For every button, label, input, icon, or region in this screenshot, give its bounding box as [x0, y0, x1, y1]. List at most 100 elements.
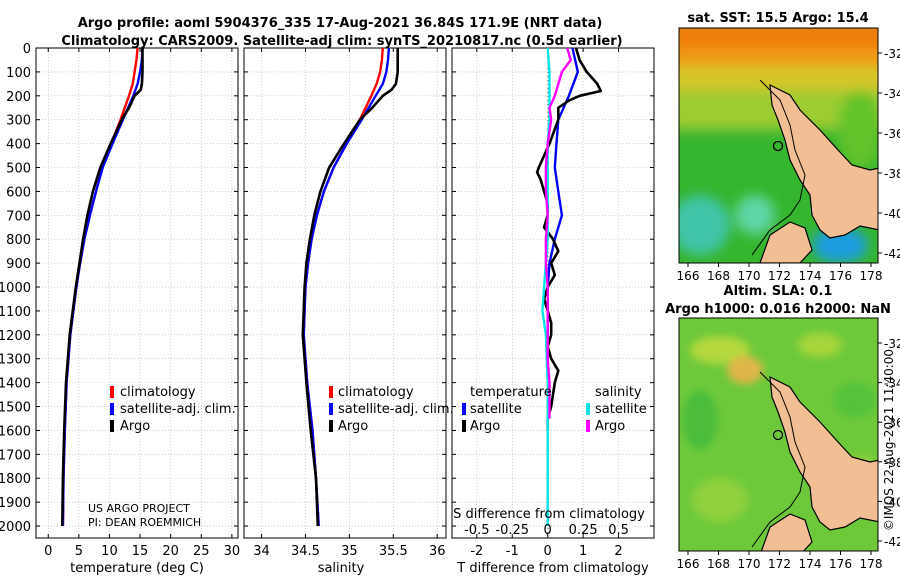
- legend-label-climatology: climatology: [338, 385, 414, 400]
- depth-tick-label: 1100: [0, 305, 31, 320]
- sla-map-frame: [678, 317, 879, 552]
- depth-tick-label: 400: [6, 138, 31, 153]
- sst-warm-core: [679, 28, 878, 48]
- sst-transition-band: [679, 66, 878, 92]
- profile-legend-2: climatology satellite-adj. clim. Argo: [329, 385, 454, 434]
- lon-tick-label: 176: [829, 269, 852, 283]
- legend-label-t-satellite: satellite: [470, 402, 522, 417]
- lon-tick-label: 170: [738, 557, 761, 571]
- lat-tick-label: -36: [884, 127, 900, 141]
- sst-map-frame: [678, 27, 879, 264]
- depth-tick-label: 0: [23, 42, 31, 57]
- depth-tick-label: 1200: [0, 329, 31, 344]
- depth-tick-label: 100: [6, 66, 31, 81]
- difference-x-tick-labels: -2 -1 0 1 2: [470, 544, 622, 559]
- sla-south-island: [760, 513, 813, 551]
- lon-tick-label: 172: [768, 269, 791, 283]
- lon-tick-label: 178: [860, 557, 883, 571]
- x-tick-label: 10: [101, 544, 118, 559]
- legend-label-satellite: satellite-adj. clim.: [338, 402, 454, 417]
- legend-swatch-s-argo: [586, 420, 590, 432]
- depth-tick-label: 1400: [0, 377, 31, 392]
- depth-tick-label: 800: [6, 233, 31, 248]
- legend-heading-salinity: salinity: [595, 385, 642, 400]
- sst-map: [679, 28, 878, 263]
- legend-swatch-satellite: [329, 403, 333, 415]
- sla-map-title-1: Altim. SLA: 0.1: [724, 284, 833, 299]
- temperature-panel: 0100200300400500600700800900100011001200…: [0, 42, 240, 576]
- series-line-temperature-argo: [535, 48, 603, 431]
- series-line-salinity-argo: [544, 48, 572, 419]
- sst-cyan-patch-1: [679, 195, 730, 255]
- difference-axes-frame: [451, 47, 655, 539]
- x-tick-label: 0: [544, 544, 552, 559]
- argo-position-marker: [772, 429, 784, 441]
- lat-tick-label: -36: [884, 416, 900, 430]
- sla-bathymetry-contour: [751, 371, 806, 548]
- argo-position-marker: [772, 140, 784, 152]
- lon-tick-label: 168: [707, 557, 730, 571]
- lat-tick-label: -34: [884, 87, 900, 101]
- depth-tick-label: 200: [6, 90, 31, 105]
- legend-swatch-climatology: [110, 386, 114, 398]
- lat-tick-label: -40: [884, 495, 900, 509]
- x-tick-label: 5: [75, 544, 83, 559]
- sla-map-title-2: Argo h1000: 0.016 h2000: NaN: [665, 302, 891, 317]
- sla-north-island: [769, 375, 878, 531]
- depth-tick-label: 700: [6, 209, 31, 224]
- s-tick-label: -0.5: [464, 523, 489, 538]
- sla-mid-patch: [692, 478, 748, 522]
- lon-tick-label: 174: [799, 269, 822, 283]
- depth-tick-label: 2000: [0, 520, 31, 535]
- title-line-2: Climatology: CARS2009. Satellite-adj cli…: [61, 34, 622, 49]
- difference-lines: [535, 48, 603, 526]
- x-tick-label: 36: [429, 544, 446, 559]
- sst-south-island: [759, 221, 813, 263]
- lat-tick-label: -38: [884, 167, 900, 181]
- credit-pi: PI: DEAN ROEMMICH: [88, 516, 201, 529]
- depth-tick-label: 1800: [0, 472, 31, 487]
- legend-label-s-satellite: satellite: [595, 402, 647, 417]
- depth-tick-label: 500: [6, 162, 31, 177]
- s-tick-label: 0.25: [569, 523, 598, 538]
- sst-green-patch: [838, 90, 878, 170]
- legend-swatch-argo: [329, 420, 333, 432]
- x-tick-label: -1: [506, 544, 519, 559]
- sst-cyan-patch-2: [735, 195, 775, 235]
- lon-tick-label: 166: [677, 269, 700, 283]
- x-tick-label: 30: [224, 544, 241, 559]
- salinity-x-tick-labels: 34 34.5 35 35.5 36: [253, 544, 445, 559]
- legend-swatch-climatology: [329, 386, 333, 398]
- sst-map-title: sat. SST: 15.5 Argo: 15.4: [687, 11, 868, 26]
- s-tick-label: 0: [544, 523, 552, 538]
- legend-swatch-s-satellite: [586, 403, 590, 415]
- series-line-argo: [301, 48, 400, 527]
- lon-tick-label: 178: [860, 269, 883, 283]
- sst-lat-labels: -32 -34 -36 -38 -40 -42: [878, 47, 900, 261]
- difference-xlabel: T difference from climatology: [456, 561, 649, 576]
- lat-tick-label: -42: [884, 535, 900, 549]
- depth-tick-label: 1500: [0, 401, 31, 416]
- series-line-argo: [61, 48, 144, 527]
- s-difference-tick-labels: -0.5 -0.25 0 0.25 0.5: [464, 523, 629, 538]
- sst-blue-patch: [812, 227, 868, 263]
- sla-map: [679, 318, 878, 551]
- legend-swatch-t-argo: [462, 420, 466, 432]
- lat-tick-label: -34: [884, 377, 900, 391]
- title-line-1: Argo profile: aoml 5904376_335 17-Aug-20…: [78, 16, 603, 31]
- sst-north-island: [769, 83, 878, 239]
- s-tick-label: 0.5: [608, 523, 629, 538]
- temperature-grid: [36, 47, 238, 538]
- depth-tick-labels: 0 100 200 300 400 500 600 700 800 900 1000 1100 1200…: [0, 42, 31, 535]
- temperature-axes-frame: [35, 47, 239, 539]
- depth-tick-label: 300: [6, 114, 31, 129]
- sla-low-patch-2: [833, 382, 877, 418]
- depth-tick-label: 1700: [0, 448, 31, 463]
- temperature-x-tick-labels: 0 5 10 15 20 25 30: [44, 544, 240, 559]
- lon-tick-label: 168: [707, 269, 730, 283]
- x-tick-label: 25: [193, 544, 210, 559]
- x-tick-label: 2: [614, 544, 622, 559]
- depth-tick-label: 1600: [0, 424, 31, 439]
- sla-high-patch-2: [727, 356, 763, 384]
